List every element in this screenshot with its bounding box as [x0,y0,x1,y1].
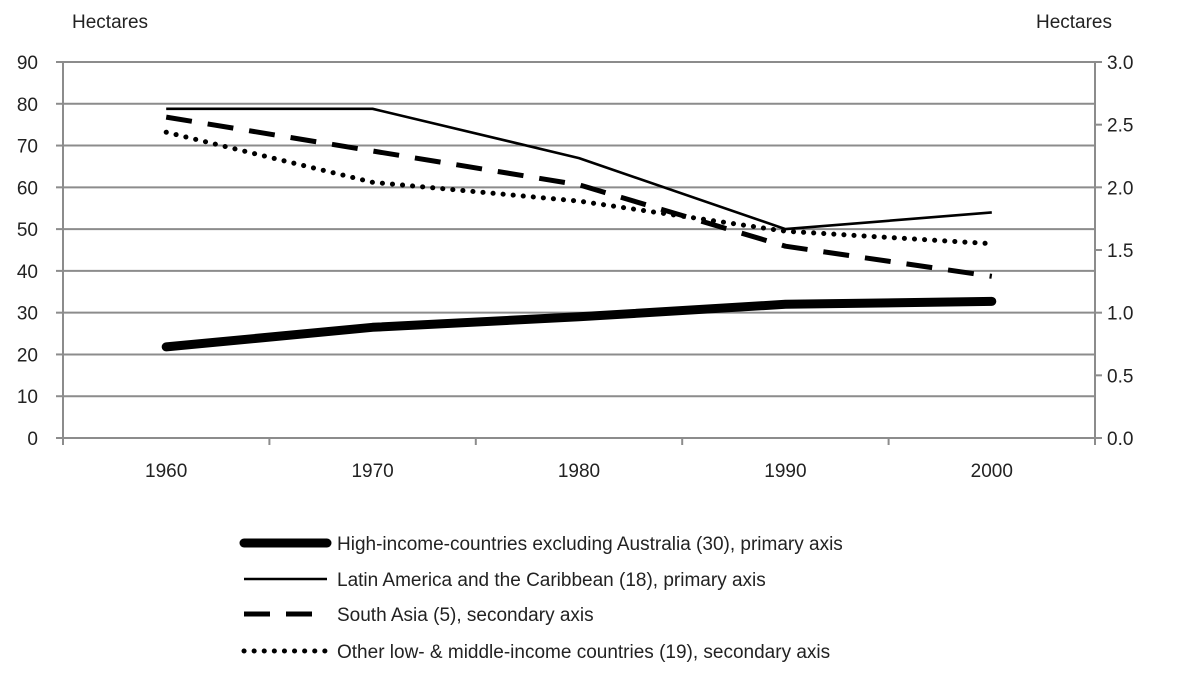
series-lines [161,107,997,352]
x-tick-label: 1970 [351,461,393,482]
legend-label-4: Other low- & middle-income countries (19… [337,642,830,663]
y-right-tick-label: 0.5 [1107,366,1133,387]
series-line-3 [165,114,993,279]
legend-label-2: Latin America and the Caribbean (18), pr… [337,570,766,591]
axes [62,62,1096,439]
y-right-tick-label: 1.5 [1107,241,1133,262]
series-line-1 [161,296,997,352]
series-line-4 [163,129,995,247]
y-left-tick-label: 90 [17,53,38,74]
x-tick-label: 2000 [971,461,1013,482]
y-left-tick-label: 50 [17,220,38,241]
y-left-tick-label: 10 [17,387,38,408]
y-left-tick-labels: 0 10 20 30 40 50 60 70 80 90 [17,53,63,450]
y-right-tick-label: 1.0 [1107,304,1133,325]
y-left-tick-label: 70 [17,137,38,158]
y-right-axis-title: Hectares [1036,12,1112,33]
y-left-tick-label: 0 [27,429,38,450]
y-right-tick-label: 2.0 [1107,178,1133,199]
x-tick-label: 1980 [558,461,600,482]
gridlines [63,61,1095,398]
x-tick-label: 1990 [764,461,806,482]
y-right-tick-label: 2.5 [1107,116,1133,137]
y-left-tick-label: 60 [17,178,38,199]
y-left-tick-label: 30 [17,304,38,325]
y-left-axis-title: Hectares [72,12,148,33]
y-right-tick-label: 0.0 [1107,429,1133,450]
legend: High-income-countries excluding Australi… [239,534,843,663]
legend-label-3: South Asia (5), secondary axis [337,605,594,626]
y-left-tick-label: 80 [17,95,38,116]
y-left-tick-label: 20 [17,345,38,366]
series-line-2 [166,107,992,231]
x-tick-label: 1960 [145,461,187,482]
legend-label-1: High-income-countries excluding Australi… [337,534,843,555]
x-tick-labels: 1960 1970 1980 1990 2000 [62,438,1096,482]
y-right-tick-label: 3.0 [1107,53,1133,74]
y-left-tick-label: 40 [17,262,38,283]
y-right-tick-labels: 0.0 0.5 1.0 1.5 2.0 2.5 3.0 [1095,53,1133,450]
